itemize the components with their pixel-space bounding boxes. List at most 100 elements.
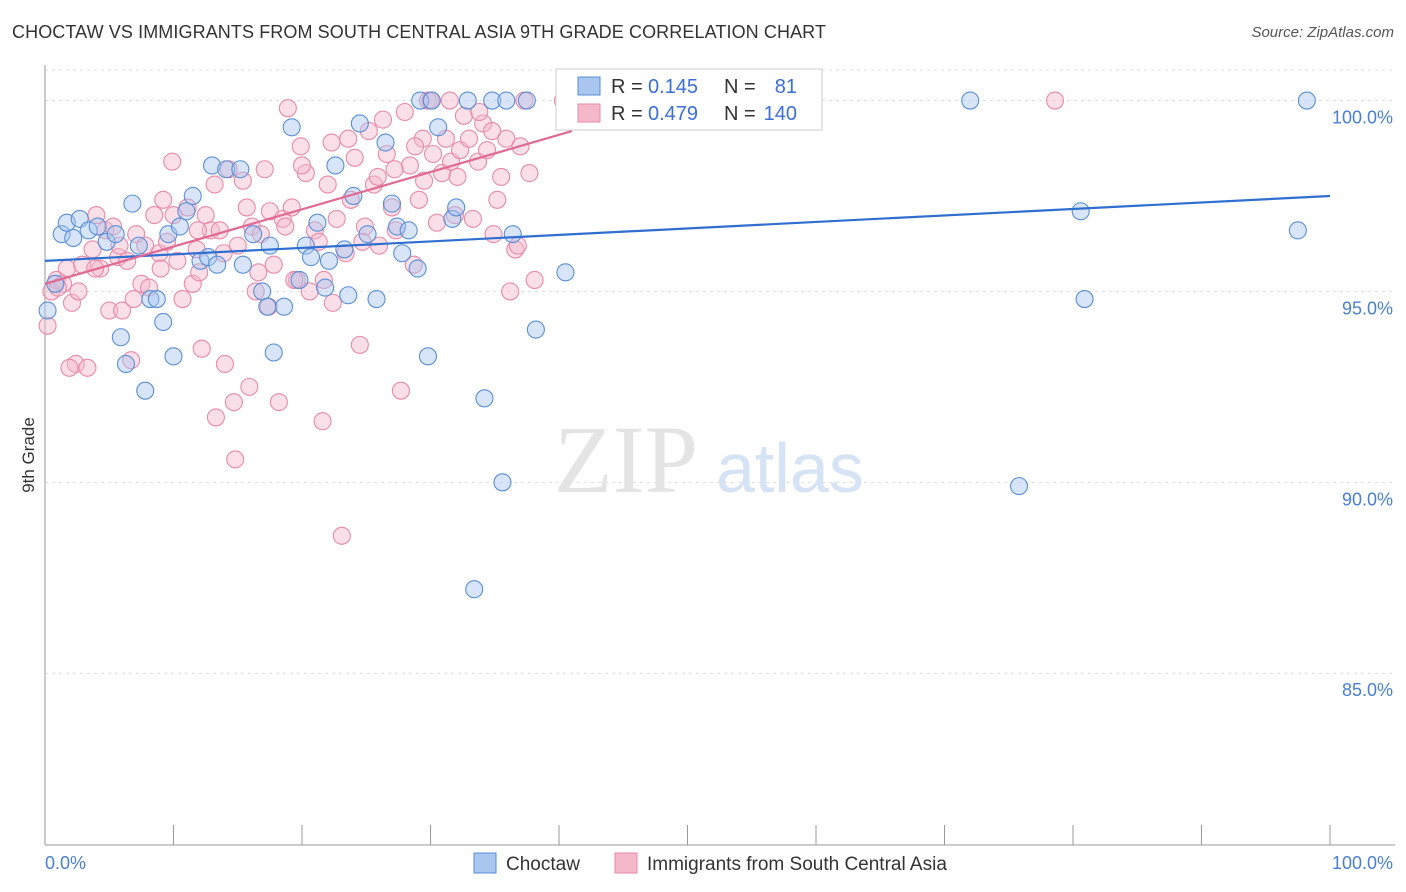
immigrants-point-120	[406, 137, 425, 156]
immigrants-point-97	[483, 122, 502, 141]
y-axis-title: 9th Grade	[19, 417, 38, 493]
y-tick-label-0: 100.0%	[1332, 108, 1393, 128]
choctaw-point-21	[177, 202, 196, 221]
immigrants-point-68	[350, 335, 369, 354]
y-tick-label-2: 90.0%	[1342, 489, 1393, 509]
choctaw-point-10	[111, 328, 130, 347]
immigrants-point-110	[151, 259, 170, 278]
choctaw-point-63	[475, 389, 494, 408]
choctaw-point-30	[244, 225, 263, 244]
bottom-legend: Choctaw Immigrants from South Central As…	[473, 852, 947, 875]
choctaw-point-28	[231, 160, 250, 179]
choctaw-point-64	[483, 91, 502, 110]
axes	[44, 65, 1395, 846]
choctaw-point-62	[458, 91, 477, 110]
choctaw-point-25	[203, 156, 222, 175]
immigrants-point-64	[332, 526, 351, 545]
y-axis-labels: 100.0% 95.0% 90.0% 85.0%	[1332, 108, 1393, 701]
choctaw-point-80	[1297, 91, 1316, 110]
immigrants-point-47	[255, 160, 274, 179]
immigrants-point-113	[226, 450, 245, 469]
immigrants-point-75	[382, 198, 402, 217]
immigrants-point-117	[314, 270, 333, 290]
immigrants-trend-line	[44, 130, 573, 285]
immigrants-point-84	[424, 144, 443, 164]
choctaw-point-11	[116, 354, 136, 374]
choctaw-point-6	[79, 221, 98, 240]
x-tick-label-0: 0.0%	[45, 853, 86, 873]
immigrants-point-62	[322, 133, 341, 152]
choctaw-point-12	[123, 194, 142, 213]
choctaw-point-33	[260, 236, 279, 255]
choctaw-point-57	[418, 347, 437, 366]
legend-n-value-immigrants: 140	[764, 103, 797, 125]
immigrants-point-139	[448, 167, 467, 186]
immigrants-point-107	[69, 282, 88, 301]
immigrants-point-29	[173, 290, 192, 309]
choctaw-point-49	[367, 290, 386, 309]
choctaw-point-61	[447, 198, 466, 217]
choctaw-point-4	[64, 228, 83, 248]
legend-n-label-immigrants: N =	[724, 103, 756, 125]
bottom-legend-swatch-immigrants	[614, 852, 638, 874]
choctaw-point-67	[503, 225, 522, 244]
choctaw-point-35	[274, 297, 294, 316]
immigrants-point-81	[409, 190, 428, 209]
immigrants-point-100	[497, 129, 516, 148]
choctaw-point-48	[358, 225, 377, 244]
immigrants-point-135	[323, 293, 342, 312]
immigrants-point-92	[459, 129, 479, 148]
choctaw-point-50	[376, 133, 395, 152]
immigrants-point-130	[190, 263, 209, 282]
choctaw-point-26	[208, 255, 227, 274]
immigrants-point-61	[318, 175, 337, 194]
immigrants-point-8	[78, 358, 97, 377]
choctaw-point-17	[154, 312, 173, 332]
choctaw-point-37	[290, 270, 309, 290]
choctaw-point-44	[335, 240, 354, 259]
choctaw-point-32	[258, 297, 277, 316]
immigrants-point-123	[470, 102, 489, 122]
immigrants-point-33	[192, 339, 211, 358]
immigrants-point-0	[38, 316, 57, 335]
stats-legend: R = 0.145 N = 81 R = 0.479 N = 140	[555, 68, 823, 131]
immigrants-point-132	[240, 377, 259, 396]
immigrants-point-118	[339, 129, 358, 148]
choctaw-point-60	[443, 209, 462, 228]
immigrants-point-137	[385, 160, 404, 179]
choctaw-point-2	[52, 225, 71, 244]
choctaw-point-78	[1075, 290, 1094, 309]
immigrants-point-52	[278, 99, 297, 118]
choctaw-point-66	[497, 91, 516, 110]
immigrants-point-125	[1045, 91, 1065, 110]
immigrants-point-72	[368, 167, 387, 186]
choctaw-point-27	[217, 160, 236, 179]
choctaw-point-19	[164, 347, 183, 366]
legend-swatch-immigrants	[577, 103, 601, 123]
immigrants-point-79	[400, 156, 419, 175]
immigrants-point-36	[205, 175, 224, 194]
choctaw-point-75	[961, 91, 980, 110]
immigrants-point-42	[233, 171, 252, 190]
y-tick-label-3: 85.0%	[1342, 680, 1393, 700]
choctaw-point-38	[296, 236, 315, 255]
immigrants-point-77	[391, 381, 410, 400]
immigrants-point-105	[520, 164, 539, 183]
immigrants-point-4	[57, 259, 76, 278]
immigrants-point-93	[463, 209, 482, 228]
legend-r-label-choctaw: R =	[611, 76, 643, 98]
bottom-legend-immigrants: Immigrants from South Central Asia	[647, 854, 947, 875]
immigrants-point-91	[454, 106, 473, 125]
immigrants-point-131	[206, 408, 225, 427]
choctaw-point-70	[556, 263, 575, 282]
immigrants-point-60	[313, 412, 332, 431]
legend-swatch-choctaw	[577, 76, 601, 96]
choctaw-point-41	[316, 278, 335, 297]
choctaw-point-42	[319, 251, 339, 270]
choctaw-point-36	[282, 118, 301, 137]
immigrants-point-13	[100, 301, 119, 320]
immigrants-point-5	[62, 293, 82, 312]
y-tick-label-1: 95.0%	[1342, 298, 1393, 318]
bottom-legend-choctaw: Choctaw	[506, 854, 580, 875]
